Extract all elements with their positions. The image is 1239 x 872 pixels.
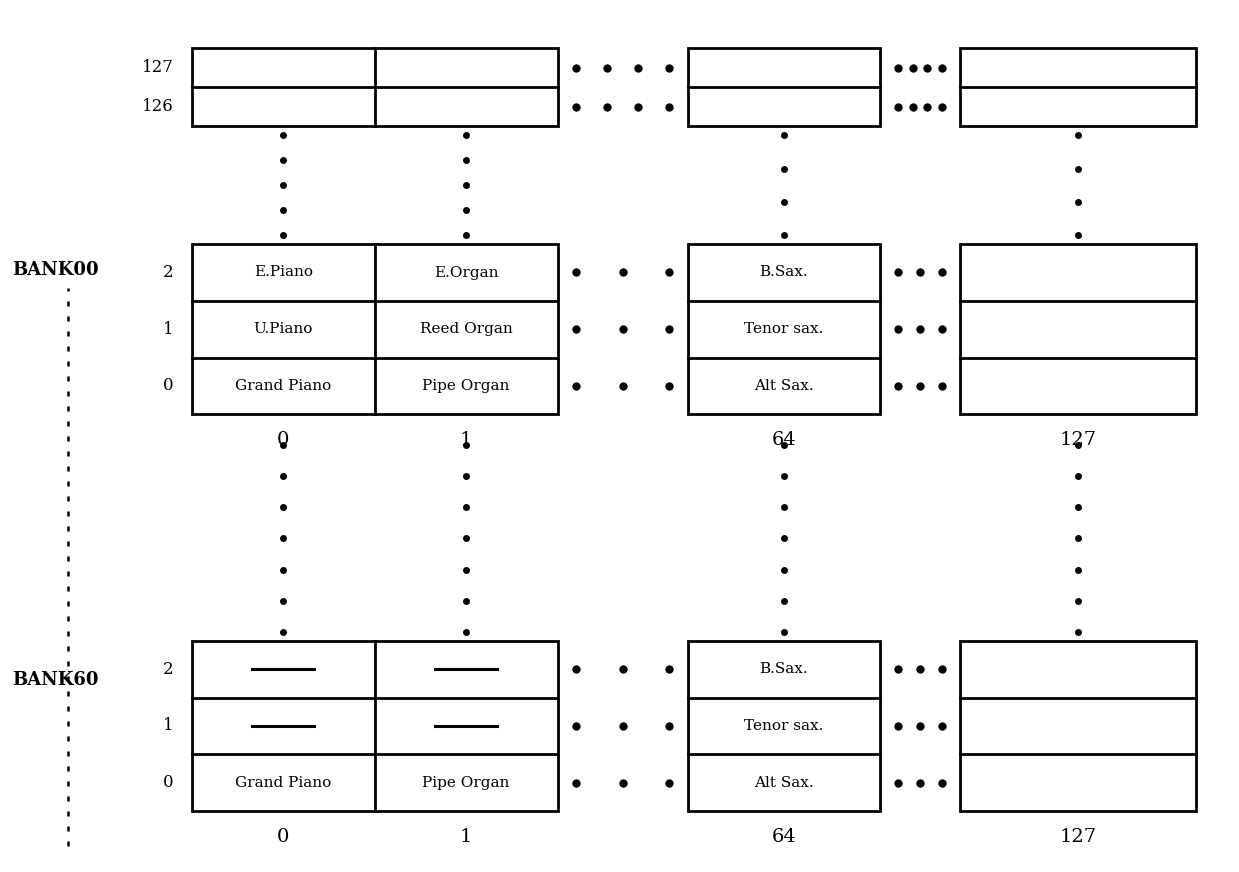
Text: 0: 0	[162, 774, 173, 791]
Text: Tenor sax.: Tenor sax.	[743, 322, 824, 337]
Text: U.Piano: U.Piano	[254, 322, 313, 337]
Text: Pipe Organ: Pipe Organ	[422, 775, 510, 790]
Text: BANK00: BANK00	[12, 262, 99, 279]
Text: B.Sax.: B.Sax.	[760, 265, 808, 280]
Text: Grand Piano: Grand Piano	[235, 775, 332, 790]
Bar	[960, 244, 1196, 414]
Text: 127: 127	[1059, 828, 1097, 846]
Text: 1: 1	[460, 828, 472, 846]
Text: Grand Piano: Grand Piano	[235, 378, 332, 393]
Text: 1: 1	[460, 432, 472, 449]
Text: 126: 126	[141, 99, 173, 115]
Bar	[688, 48, 880, 126]
Text: Tenor sax.: Tenor sax.	[743, 719, 824, 733]
Text: 0: 0	[162, 378, 173, 394]
Text: E.Piano: E.Piano	[254, 265, 313, 280]
Bar	[688, 244, 880, 414]
Text: B.Sax.: B.Sax.	[760, 662, 808, 677]
Bar	[688, 641, 880, 811]
Text: Alt Sax.: Alt Sax.	[753, 378, 814, 393]
Bar	[960, 48, 1196, 126]
Bar	[192, 244, 558, 414]
Text: 127: 127	[141, 59, 173, 76]
Bar	[960, 641, 1196, 811]
Text: 127: 127	[1059, 432, 1097, 449]
Text: Alt Sax.: Alt Sax.	[753, 775, 814, 790]
Text: 2: 2	[162, 264, 173, 281]
Text: E.Organ: E.Organ	[434, 265, 498, 280]
Text: 0: 0	[278, 828, 290, 846]
Text: 64: 64	[772, 432, 795, 449]
Bar	[192, 641, 558, 811]
Text: Pipe Organ: Pipe Organ	[422, 378, 510, 393]
Text: 0: 0	[278, 432, 290, 449]
Text: BANK60: BANK60	[12, 671, 99, 689]
Text: 2: 2	[162, 661, 173, 678]
Text: 64: 64	[772, 828, 795, 846]
Text: Reed Organ: Reed Organ	[420, 322, 513, 337]
Bar	[192, 48, 558, 126]
Text: 1: 1	[162, 321, 173, 337]
Text: 1: 1	[162, 718, 173, 734]
